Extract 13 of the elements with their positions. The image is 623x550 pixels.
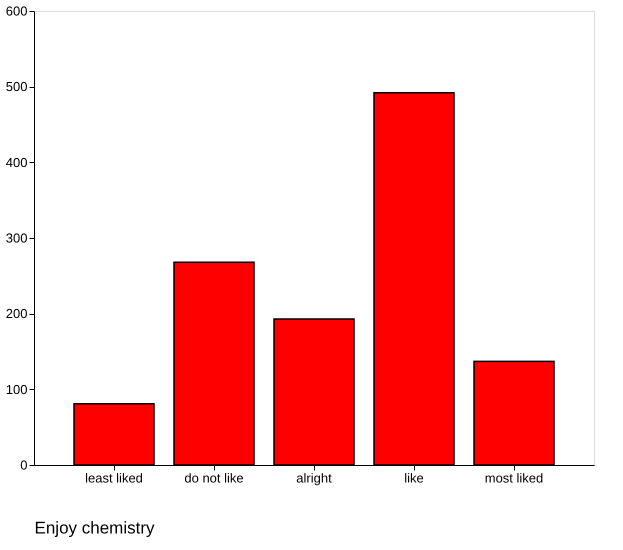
y-tick-label: 600 (6, 4, 28, 18)
x-tick-label: like (404, 470, 424, 486)
x-axis-title: Enjoy chemistry (34, 518, 155, 538)
y-tick-label: 300 (6, 230, 28, 246)
x-tick-label: do not like (184, 470, 244, 486)
x-tick-label: least liked (85, 470, 143, 486)
x-tick-label: alright (296, 470, 332, 486)
x-tick-label: most liked (484, 470, 544, 486)
y-tick-label: 100 (6, 382, 28, 397)
y-tick-label: 500 (6, 79, 28, 94)
y-tick-label: 400 (6, 154, 28, 170)
y-tick-label: 200 (6, 306, 28, 322)
y-tick-label: 0 (20, 458, 28, 472)
